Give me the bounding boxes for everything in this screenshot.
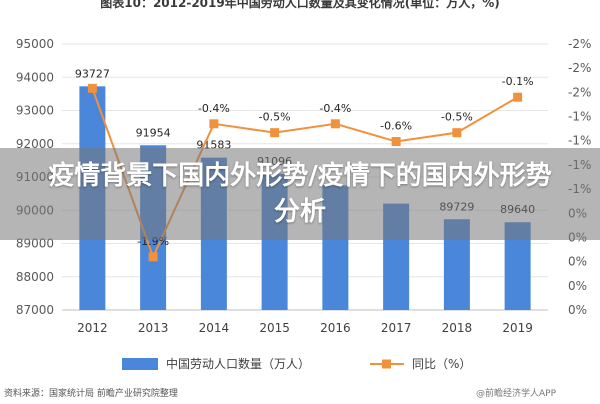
y-right-tick-label: -2% xyxy=(568,85,591,99)
line-marker xyxy=(513,92,523,102)
line-data-label: -0.5% xyxy=(441,111,473,124)
y-right-tick-label: -1% xyxy=(568,134,591,148)
y-left-tick-label: 87000 xyxy=(16,303,54,317)
y-right-tick-label: 0% xyxy=(568,279,587,293)
chart-title: 图表10：2012-2019年中国劳动人口数量及其变化情况(单位：万人，%) xyxy=(100,0,500,10)
y-left-tick-label: 88000 xyxy=(16,270,54,284)
legend-line-label: 同比（%） xyxy=(412,357,471,371)
line-data-label: -0.4% xyxy=(198,102,230,115)
y-left-tick-label: 92000 xyxy=(16,137,54,151)
y-left-tick-label: 93000 xyxy=(16,104,54,118)
line-marker xyxy=(452,128,462,138)
line-marker xyxy=(87,83,97,93)
watermark-text: @前瞻经济学人APP xyxy=(476,389,557,399)
y-right-tick-label: 0% xyxy=(568,255,587,269)
bar-data-label: 93727 xyxy=(75,67,110,80)
x-tick-label: 2018 xyxy=(442,321,473,335)
line-marker xyxy=(209,119,219,129)
line-data-label: -0.1% xyxy=(502,75,534,88)
x-tick-label: 2019 xyxy=(502,321,533,335)
y-right-tick-label: -2% xyxy=(568,61,591,75)
x-tick-label: 2016 xyxy=(320,321,351,335)
overlay-title: 疫情背景下国内外形势/疫情下的国内外形势分析 xyxy=(48,161,552,227)
legend-bar-label: 中国劳动人口数量（万人） xyxy=(166,356,310,371)
legend-line-marker xyxy=(382,359,391,369)
line-marker xyxy=(330,119,340,129)
x-tick-label: 2013 xyxy=(138,321,169,335)
line-data-label: -0.5% xyxy=(259,111,291,124)
y-left-tick-label: 89000 xyxy=(16,237,54,251)
bar-data-label: 91954 xyxy=(136,126,171,139)
line-data-label: -0.4% xyxy=(319,102,351,115)
y-left-tick-label: 94000 xyxy=(16,70,54,84)
y-left-tick-label: 95000 xyxy=(16,37,54,51)
source-note: 资料来源：国家统计局 前瞻产业研究院整理 xyxy=(4,389,178,399)
x-tick-label: 2012 xyxy=(77,321,108,335)
line-marker xyxy=(391,137,401,147)
line-data-label: -0.6% xyxy=(380,120,412,133)
legend-bar-swatch xyxy=(122,358,158,370)
y-right-tick-label: -1% xyxy=(568,110,591,124)
y-right-tick-label: 0% xyxy=(568,303,587,317)
line-marker xyxy=(270,128,280,138)
y-right-tick-label: -2% xyxy=(568,37,591,51)
x-tick-label: 2015 xyxy=(259,321,290,335)
x-tick-label: 2014 xyxy=(199,321,230,335)
line-marker xyxy=(148,252,158,262)
overlay-banner xyxy=(0,148,600,240)
x-tick-label: 2017 xyxy=(381,321,412,335)
